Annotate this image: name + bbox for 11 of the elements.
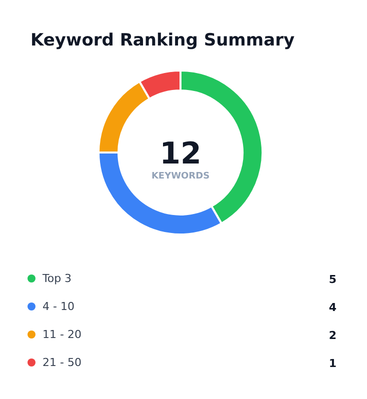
legend-label: Top 3: [42, 272, 72, 285]
data-label: 4: [328, 301, 337, 314]
text: 12: [160, 136, 202, 172]
text: KEYWORDS: [151, 172, 210, 182]
data-label: 2: [328, 329, 336, 342]
legend-label: 11 - 20: [42, 328, 82, 341]
legend-label: 21 - 50: [42, 356, 82, 369]
data-label: 1: [328, 357, 336, 370]
chart-title: Keyword Ranking Summary: [30, 30, 295, 50]
data-label: 5: [328, 273, 336, 286]
legend-label: 4 - 10: [42, 300, 74, 313]
